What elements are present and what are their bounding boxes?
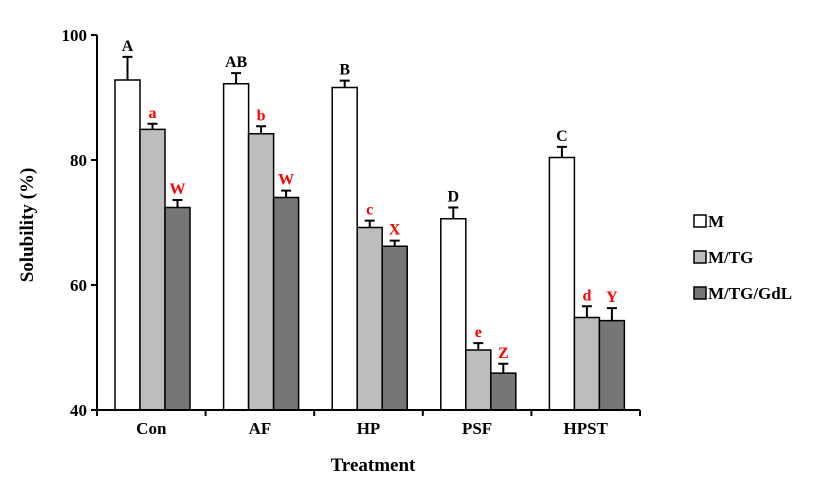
bar-Con-M/TG/GdL bbox=[164, 206, 191, 411]
bar-Con-M bbox=[114, 79, 141, 411]
x-axis-title: Treatment bbox=[331, 455, 416, 476]
significance-label: a bbox=[149, 105, 157, 122]
significance-label: AB bbox=[225, 54, 248, 71]
significance-label: Y bbox=[606, 289, 618, 306]
significance-label: C bbox=[556, 128, 568, 145]
bar-PSF-M/TG bbox=[465, 349, 492, 411]
bar-HPST-M bbox=[548, 156, 576, 411]
legend-label: M/TG bbox=[708, 248, 753, 267]
legend-swatch-M/TG bbox=[693, 250, 707, 264]
y-tick-label: 60 bbox=[70, 276, 87, 295]
y-tick-label: 100 bbox=[62, 26, 88, 45]
bar-PSF-M bbox=[440, 218, 467, 411]
x-tick-label: AF bbox=[249, 419, 272, 438]
bar-Con-M/TG bbox=[139, 128, 166, 411]
significance-label: d bbox=[582, 287, 591, 304]
bar-HP-M/TG bbox=[356, 226, 383, 411]
bar-AF-M/TG bbox=[247, 133, 275, 411]
significance-label: D bbox=[448, 189, 460, 206]
significance-label: e bbox=[475, 324, 482, 341]
significance-label: c bbox=[366, 202, 373, 219]
significance-label: b bbox=[257, 107, 266, 124]
bar-AF-M/TG/GdL bbox=[272, 196, 300, 411]
x-tick-label: Con bbox=[136, 419, 167, 438]
x-tick-label: PSF bbox=[462, 419, 492, 438]
significance-label: A bbox=[122, 38, 134, 55]
y-axis-title: Solubility (%) bbox=[17, 168, 38, 283]
bar-HP-M/TG/GdL bbox=[381, 245, 408, 411]
significance-label: Z bbox=[498, 345, 509, 362]
x-tick-label: HPST bbox=[563, 419, 608, 438]
significance-label: X bbox=[389, 222, 401, 239]
bar-AF-M bbox=[222, 83, 250, 411]
plot-area: Aa W AB b W BcX DeZ Cd Y bbox=[114, 38, 626, 411]
significance-label: W bbox=[278, 172, 294, 189]
y-tick-label: 40 bbox=[70, 401, 87, 420]
significance-label: W bbox=[170, 181, 186, 198]
x-tick-label: HP bbox=[357, 419, 381, 438]
legend-label: M/TG/GdL bbox=[708, 284, 792, 303]
legend: M M/TG M/TG/GdL bbox=[693, 212, 792, 303]
bar-HPST-M/TG/GdL bbox=[598, 319, 626, 411]
legend-swatch-M bbox=[693, 214, 707, 228]
legend-swatch-M/TG/GdL bbox=[693, 286, 707, 300]
bar-PSF-M/TG/GdL bbox=[490, 372, 517, 411]
legend-label: M bbox=[708, 212, 724, 231]
bar-HPST-M/TG bbox=[573, 316, 601, 411]
y-tick-label: 80 bbox=[70, 151, 87, 170]
significance-label: B bbox=[339, 62, 350, 79]
axes: Con AF HP PSF HPST 40 60 80 100 bbox=[62, 26, 641, 438]
bar-HP-M bbox=[331, 86, 358, 411]
